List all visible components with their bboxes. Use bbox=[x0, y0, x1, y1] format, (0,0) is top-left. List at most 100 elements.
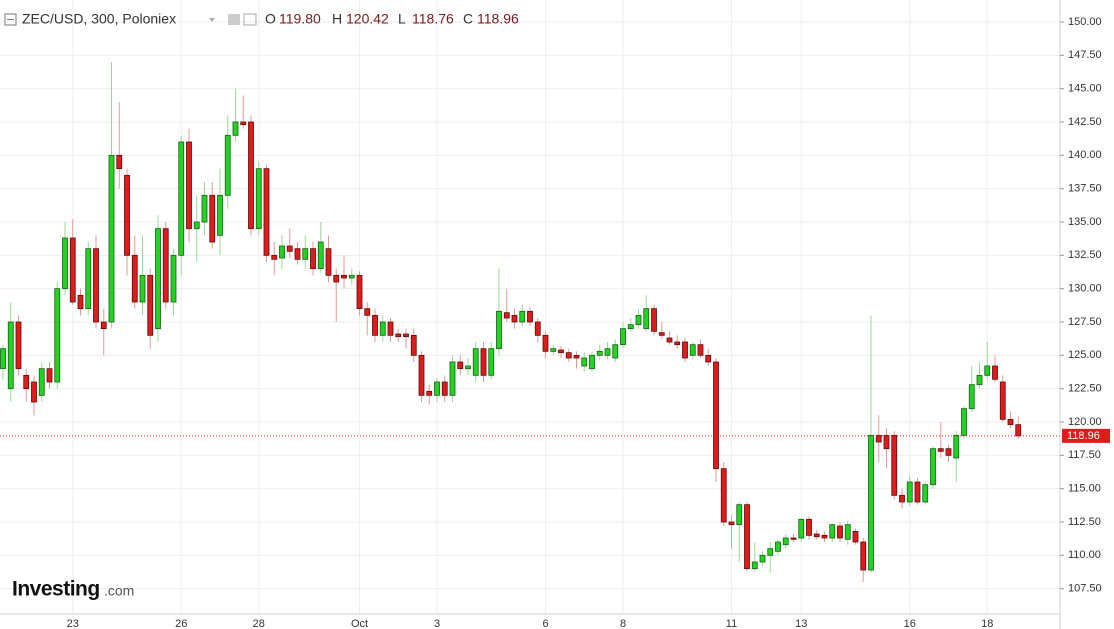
candle-body bbox=[472, 348, 479, 376]
y-tick-label: 107.50 bbox=[1068, 583, 1102, 595]
candle-body bbox=[279, 245, 285, 259]
candle-body bbox=[550, 348, 557, 352]
candle-body bbox=[372, 314, 378, 336]
candle-body bbox=[255, 168, 262, 230]
candle-body bbox=[449, 361, 456, 396]
candle-body bbox=[705, 354, 712, 363]
x-tick-label: 26 bbox=[175, 618, 187, 629]
candle-body bbox=[248, 121, 254, 230]
candle-body bbox=[317, 241, 324, 270]
candle-body bbox=[7, 321, 14, 390]
candle-body bbox=[821, 534, 828, 539]
y-tick-label: 132.50 bbox=[1068, 249, 1102, 261]
candle-body bbox=[612, 344, 619, 359]
candle-body bbox=[294, 248, 301, 260]
candle-body bbox=[46, 368, 53, 383]
legend-value: 118.96 bbox=[477, 11, 519, 27]
candle-body bbox=[844, 524, 851, 540]
x-tick-label: Oct bbox=[351, 618, 368, 629]
candle-body bbox=[147, 274, 154, 336]
candle-body bbox=[224, 134, 231, 196]
axes: 107.50 110.00 112.50 115.00 117.50 120.00 122.… bbox=[67, 16, 1110, 629]
candle-body bbox=[984, 365, 991, 376]
x-tick-label: 6 bbox=[542, 618, 548, 629]
candle-body bbox=[999, 381, 1006, 420]
x-tick-label: 16 bbox=[904, 618, 916, 629]
candle-body bbox=[930, 448, 936, 486]
candle-body bbox=[124, 174, 130, 256]
candle-body bbox=[720, 468, 727, 523]
symbol-title: ZEC/USD, 300, Poloniex bbox=[22, 11, 176, 27]
candle-body bbox=[589, 354, 595, 370]
candle-body bbox=[945, 448, 952, 456]
candle-body bbox=[922, 484, 929, 503]
candle-body bbox=[23, 374, 30, 390]
candle-body bbox=[914, 481, 921, 503]
candle-body bbox=[441, 381, 448, 396]
candle-body bbox=[713, 361, 719, 470]
candle-body bbox=[54, 288, 61, 383]
candle-body bbox=[271, 254, 278, 260]
candle-body bbox=[511, 314, 518, 323]
candle-body bbox=[0, 348, 6, 370]
candle-body bbox=[674, 341, 681, 346]
y-tick-label: 130.00 bbox=[1068, 283, 1102, 295]
candle-body bbox=[937, 448, 944, 452]
candle-body bbox=[162, 228, 169, 303]
x-tick-label: 8 bbox=[620, 618, 626, 629]
candle-body bbox=[689, 344, 696, 356]
y-tick-label: 117.50 bbox=[1068, 449, 1101, 461]
candle-body bbox=[131, 254, 138, 303]
logo-brand: Investing bbox=[12, 578, 100, 601]
candle-body bbox=[240, 121, 247, 126]
dropdown-arrow[interactable] bbox=[209, 18, 215, 22]
legend-value: 120.42 bbox=[346, 11, 389, 27]
settings-icon[interactable] bbox=[228, 14, 240, 25]
candle-body bbox=[658, 332, 665, 336]
x-tick-label: 23 bbox=[67, 618, 79, 629]
candle-body bbox=[534, 321, 541, 336]
candle-body bbox=[542, 334, 549, 352]
candle-body bbox=[85, 248, 92, 310]
candle-body bbox=[519, 310, 526, 323]
candle-body bbox=[387, 321, 394, 336]
candle-body bbox=[286, 245, 293, 252]
candle-body bbox=[829, 524, 836, 539]
gear-icon[interactable] bbox=[243, 13, 257, 26]
candle-body bbox=[744, 504, 750, 570]
candle-body bbox=[837, 525, 843, 539]
candle-body bbox=[302, 248, 309, 260]
candle-body bbox=[620, 328, 626, 346]
candle-body bbox=[217, 194, 223, 236]
candle-body bbox=[651, 308, 657, 332]
y-tick-label: 135.00 bbox=[1068, 216, 1102, 228]
y-tick-label: 112.50 bbox=[1068, 516, 1101, 528]
candle-body bbox=[410, 334, 417, 356]
legend-value: 119.80 bbox=[279, 11, 321, 27]
candle-body bbox=[426, 390, 433, 396]
legend-key: H bbox=[332, 11, 342, 27]
candle-body bbox=[682, 341, 688, 359]
candle-body bbox=[15, 321, 22, 370]
candle-body bbox=[868, 434, 874, 571]
candle-body bbox=[356, 274, 363, 310]
candle-body bbox=[643, 308, 650, 330]
legend-key: O bbox=[265, 11, 276, 27]
candle-body bbox=[178, 141, 185, 256]
candle-body bbox=[488, 348, 495, 376]
y-tick-label: 120.00 bbox=[1068, 416, 1102, 428]
candle-body bbox=[953, 434, 960, 459]
candle-body bbox=[697, 344, 704, 356]
candle-body bbox=[860, 541, 867, 571]
x-tick-label: 11 bbox=[726, 618, 737, 629]
candle-body bbox=[906, 481, 913, 503]
candle-body bbox=[62, 237, 68, 290]
candle-body bbox=[775, 541, 781, 552]
y-tick-label: 145.00 bbox=[1068, 83, 1102, 95]
candle-body bbox=[395, 333, 402, 338]
candle-body bbox=[77, 294, 84, 310]
candle-body bbox=[480, 348, 487, 376]
collapse-icon[interactable] bbox=[4, 13, 17, 26]
y-tick-label: 142.50 bbox=[1068, 116, 1102, 128]
